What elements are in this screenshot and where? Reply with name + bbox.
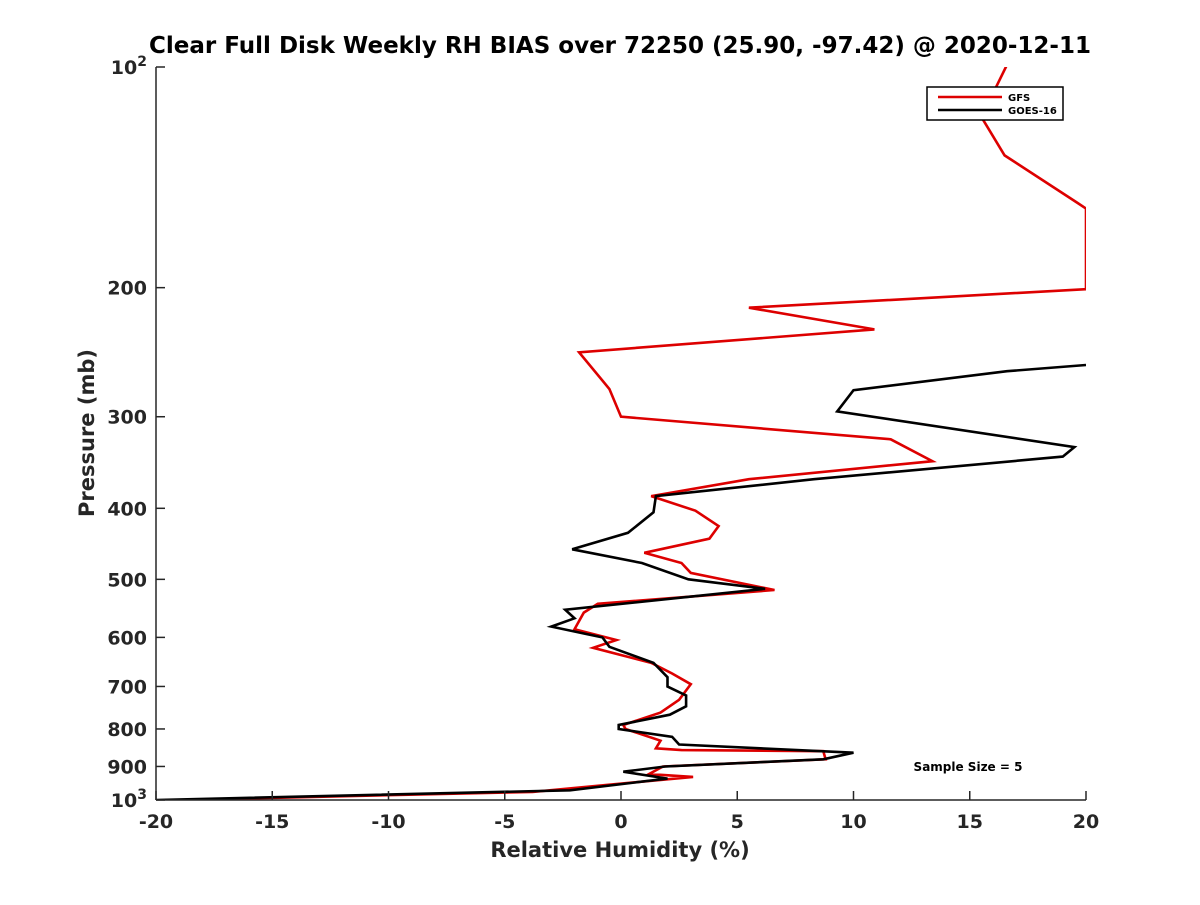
y-axis-label: Pressure (mb) [75,349,99,517]
y-tick-label: 800 [107,719,147,741]
y-tick-label: 500 [107,569,147,591]
chart-title: Clear Full Disk Weekly RH BIAS over 7225… [149,33,1091,59]
series-line-gfs [179,67,1086,800]
y-tick-label: 600 [107,627,147,649]
x-tick-label: -5 [494,811,515,833]
x-tick-label: 15 [957,811,983,833]
x-tick-label: 10 [840,811,866,833]
series-layer [156,67,1086,800]
legend-box [926,86,1064,121]
axes [155,67,1086,801]
x-tick-label: 20 [1073,811,1099,833]
y-tick-label: 103 [111,787,147,812]
x-tick-label: -15 [255,811,289,833]
legend-label-gfs: GFS [1008,93,1030,104]
legend-label-goes16: GOES-16 [1008,106,1057,117]
y-tick-label: 700 [107,676,147,698]
y-tick-label: 900 [107,756,147,778]
x-tick-label: 5 [731,811,744,833]
x-tick-label: -10 [371,811,405,833]
y-tick-label: 300 [107,407,147,429]
series-line-goes16 [156,363,1086,800]
y-tick-label: 200 [107,278,147,300]
legend: GFS GOES-16 [926,86,1064,121]
sample-size-annotation: Sample Size = 5 [914,760,1023,774]
y-tick-label: 102 [111,54,147,79]
y-tick-label: 400 [107,498,147,520]
x-axis-label: Relative Humidity (%) [490,838,749,862]
x-tick-label: 0 [614,811,627,833]
y-axis-ticks: 102 200 300 400 500 600 700 800 900 103 [107,54,165,812]
x-axis-ticks: -20 -15 -10 -5 0 5 10 15 20 [139,791,1099,833]
x-tick-label: -20 [139,811,173,833]
